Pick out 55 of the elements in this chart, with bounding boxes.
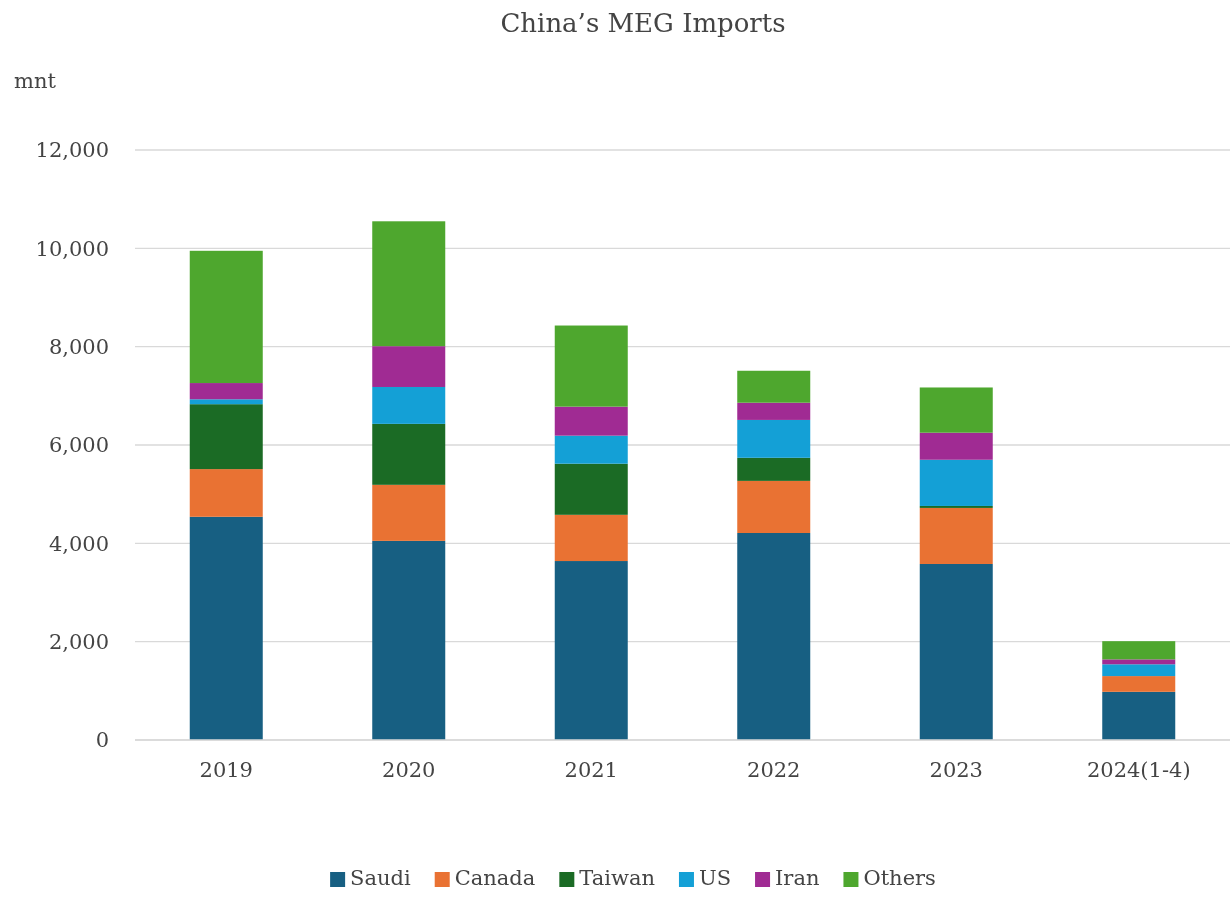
x-tick-label: 2021 (564, 757, 618, 782)
x-tick-label: 2020 (382, 757, 436, 782)
bar (1102, 641, 1176, 660)
legend-label: Taiwan (579, 866, 655, 890)
bar (919, 507, 993, 564)
bar (554, 463, 628, 515)
bar (189, 404, 263, 470)
bar (372, 423, 446, 485)
bar (737, 533, 811, 740)
bar (189, 250, 263, 384)
y-tick-label: 10,000 (35, 236, 109, 261)
bar (372, 484, 446, 541)
x-tick-label: 2019 (199, 757, 253, 782)
bar (554, 561, 628, 740)
legend-label: Iran (775, 866, 820, 890)
y-axis-title: mnt (14, 69, 57, 93)
y-tick-label: 0 (95, 728, 109, 753)
bar (1102, 676, 1176, 692)
bar (372, 221, 446, 347)
bar (1102, 659, 1176, 665)
bar (189, 469, 263, 517)
bar (1102, 691, 1176, 740)
bar (372, 386, 446, 424)
bar (737, 419, 811, 458)
bar (919, 459, 993, 506)
bar (554, 435, 628, 464)
x-tick-label: 2024(1-4) (1086, 757, 1191, 782)
legend-label: Others (863, 866, 936, 890)
bar (189, 399, 263, 405)
bar (189, 516, 263, 740)
legend-label: US (698, 866, 732, 890)
bar (919, 563, 993, 740)
x-tick-label: 2023 (929, 757, 983, 782)
bar (919, 432, 993, 460)
legend-label: Canada (454, 866, 536, 890)
bar (737, 480, 811, 534)
bar (919, 387, 993, 433)
legend-label: Saudi (350, 866, 411, 890)
bar (737, 457, 811, 481)
bar (189, 383, 263, 400)
bar (554, 406, 628, 436)
bar (372, 540, 446, 740)
x-tick-label: 2022 (747, 757, 801, 782)
y-tick-label: 6,000 (48, 433, 109, 458)
y-tick-label: 4,000 (48, 531, 109, 556)
chart-title: China’s MEG Imports (500, 8, 786, 38)
bar (554, 514, 628, 562)
bar (372, 346, 446, 387)
bar (554, 325, 628, 407)
bar (737, 370, 811, 403)
y-tick-label: 2,000 (48, 629, 109, 654)
bar (1102, 664, 1176, 677)
y-tick-label: 12,000 (35, 138, 109, 163)
bar (737, 402, 811, 420)
y-tick-label: 8,000 (48, 334, 109, 359)
